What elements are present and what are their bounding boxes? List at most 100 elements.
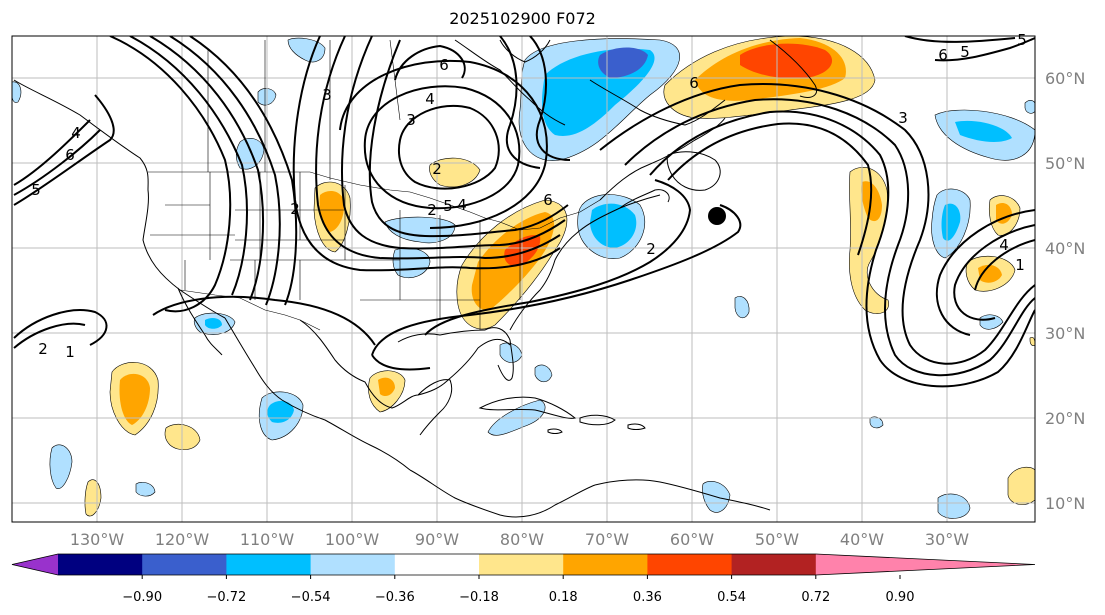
neg-small-10 (869, 416, 884, 429)
longitude-tick-label: 80°W (500, 530, 544, 549)
neg-core-centralamerica (267, 400, 294, 423)
longitude-tick-label: 30°W (925, 530, 969, 549)
contour-label: 2 (427, 201, 437, 219)
contour-arc-2 (424, 179, 692, 336)
contour-atl-ridge-2 (974, 239, 1035, 291)
longitude-tick-label: 130°W (70, 530, 125, 549)
contour-trough-1 (292, 36, 561, 272)
coast-cuba (478, 396, 577, 419)
contour-atl-3 (649, 110, 1035, 388)
contour-label: 4 (457, 196, 467, 214)
colorbar-segment (226, 554, 312, 575)
neg-core-centralatl (941, 203, 961, 241)
contour-label: 4 (71, 124, 81, 142)
coast-puerto-rico (627, 423, 646, 430)
neg-small-11 (1024, 100, 1035, 114)
longitude-tick-label: 40°W (840, 530, 884, 549)
colorbar-segment (394, 554, 480, 575)
contour-arc-3 (152, 295, 376, 346)
colorbar-ticks: −0.90 −0.72 −0.54 −0.36 −0.18 0.18 0.36 0.54 0.7… (122, 575, 914, 605)
neg-core-mexico (205, 317, 222, 329)
colorbar-extend-max (815, 554, 1035, 575)
graticule (12, 36, 1035, 522)
contour-label: 6 (65, 146, 75, 164)
colorbar-extend-min (12, 554, 58, 575)
colorbar-segment (479, 554, 564, 575)
coast-gulf-north (397, 329, 486, 343)
contour-label: 4 (425, 90, 435, 108)
contour-atl-4 (667, 122, 873, 256)
coast-hudson (454, 39, 566, 126)
neg-region-bahamas (534, 364, 553, 383)
colorbar-tick-label: 0.36 (633, 590, 662, 605)
contour-label: 6 (689, 74, 699, 92)
neg-strong-labrador (598, 47, 648, 78)
contour-label: 2 (432, 160, 442, 178)
longitude-tick-label: 50°W (755, 530, 799, 549)
neg-small-1 (235, 137, 265, 170)
contour-west-2 (129, 36, 248, 296)
contour-atl-2 (624, 98, 1035, 377)
border-states-2 (150, 204, 521, 300)
coast-labrador (589, 79, 726, 126)
map-title: 2025102900 F072 (449, 9, 596, 28)
contour-low-ring-3 (339, 59, 548, 229)
colorbar-tick-label: 0.18 (549, 590, 578, 605)
coast-nova-scotia (619, 189, 670, 209)
coast-east (509, 194, 661, 331)
contour-label: 2 (290, 200, 300, 218)
neg-small-9 (734, 296, 750, 319)
latitude-tick-label: 60°N (1045, 69, 1085, 88)
contour-west-5 (189, 36, 298, 306)
longitude-tick-label: 100°W (325, 530, 380, 549)
border-canada-provinces (207, 39, 401, 180)
political-borders (148, 39, 601, 331)
pos-small-3 (1007, 466, 1035, 505)
contour-label: 5 (443, 197, 453, 215)
pos-region-greatlakes (429, 157, 481, 188)
colorbar-tick-label: −0.18 (459, 590, 499, 605)
neg-small-8 (979, 314, 1004, 330)
pos-small-1 (164, 424, 201, 450)
coast-gulf (299, 319, 511, 409)
colorbar-segment (731, 554, 817, 575)
contour-atl-1 (599, 83, 1035, 365)
longitude-axis: 130°W 120°W 110°W 100°W 90°W 80°W 70°W 60°W 50°W… (70, 530, 969, 549)
colorbar-segment (647, 554, 733, 575)
latitude-tick-label: 30°N (1045, 324, 1085, 343)
coast-hispaniola (579, 414, 616, 426)
pos-core-plains (319, 190, 345, 232)
contour-sw-low (13, 309, 108, 346)
contour-ridge-6 (13, 94, 115, 206)
contour-label: 1 (1015, 256, 1025, 274)
colorbar-segment (142, 554, 227, 575)
latitude-tick-label: 10°N (1045, 494, 1085, 513)
contour-atl-ridge-1 (953, 224, 1035, 321)
latitude-tick-label: 20°N (1045, 409, 1085, 428)
pos-core-pacific (119, 373, 150, 425)
pos-core-midatl (861, 181, 882, 222)
colorbar-tick-label: 0.72 (801, 590, 830, 605)
contour-trough-4 (368, 39, 569, 238)
colorbar-tick-label: −0.54 (291, 590, 331, 605)
neg-core-newengland (590, 203, 637, 248)
contour-hudson-1 (394, 44, 466, 81)
contour-label: 6 (439, 56, 449, 74)
contour-label: 2 (646, 240, 656, 258)
neg-core-northatl (955, 120, 1012, 142)
colorbar-outline (11, 553, 1036, 576)
colorbar-segment (58, 554, 143, 575)
coast-florida (484, 327, 514, 381)
contour-west-3 (149, 36, 265, 301)
pos-core-azores (978, 264, 1002, 283)
contour-lines (13, 36, 1035, 388)
contour-label: 3 (898, 109, 908, 127)
coast-central-america (409, 469, 596, 518)
contour-trough-3 (341, 36, 566, 250)
latitude-tick-label: 50°N (1045, 154, 1085, 173)
contour-ridge-4 (13, 119, 91, 186)
contour-label: 6 (938, 46, 948, 64)
neg-small-5 (135, 481, 156, 497)
pos-core-gulf (378, 377, 395, 396)
contour-arc-1 (371, 204, 742, 356)
